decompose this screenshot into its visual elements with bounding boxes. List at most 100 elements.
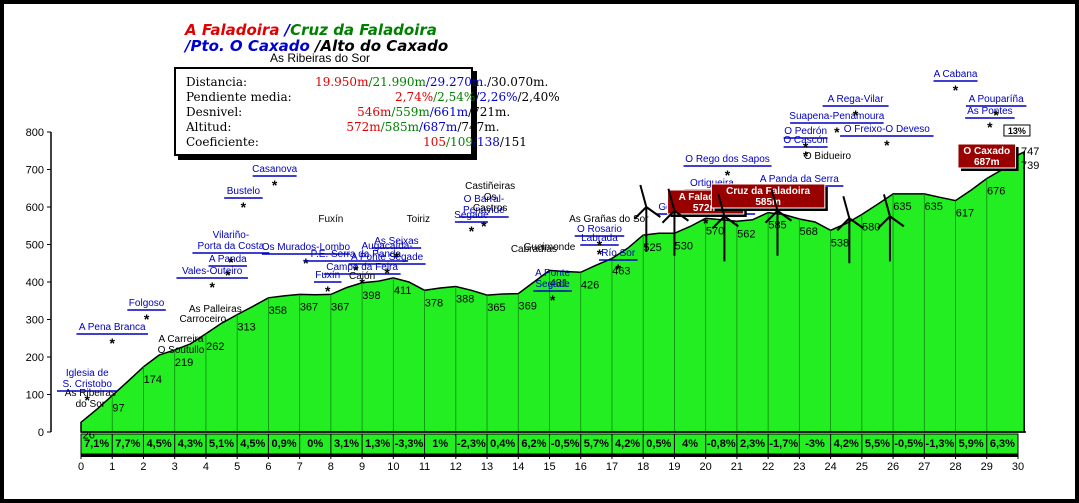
gradient-label: -0,5%	[894, 438, 923, 450]
place-label: Vales-Outeiro	[182, 266, 243, 277]
x-tick-label: 2	[140, 461, 146, 473]
gradient-label: 5,7%	[584, 438, 609, 450]
place-label: O Pedrón	[784, 126, 827, 137]
y-tick-label: 500	[26, 240, 44, 252]
x-tick-label: 13	[481, 461, 493, 473]
place-label: Casanova	[252, 164, 297, 175]
place-label: O Barral-	[464, 194, 505, 205]
y-tick-label: 600	[26, 202, 44, 214]
stat-value: 572m	[346, 120, 381, 134]
stat-row: Coeficiente: 105/109/138/151	[186, 135, 527, 150]
stat-value: /687m	[418, 120, 458, 134]
gradient-label: 0,4%	[490, 438, 515, 450]
place-label: As Ribeiras	[65, 388, 116, 399]
place-marker: *	[953, 82, 959, 98]
x-tick-label: 20	[700, 461, 712, 473]
title-line-1-part-2: Cruz da Faladoira	[290, 21, 437, 39]
title-line-1: A Faladoira /Cruz da Faladoira	[185, 22, 448, 38]
gradient-label: 6,3%	[990, 438, 1015, 450]
stat-value: /559m	[391, 105, 430, 119]
summit-label: A Faladoira	[679, 192, 734, 203]
elevation-label: 398	[362, 290, 380, 302]
max-grade-label: 13%	[1008, 126, 1026, 136]
x-tick-label: 12	[450, 461, 462, 473]
place-label: O Cascón	[783, 135, 827, 146]
place-label: Río Sor	[601, 248, 636, 259]
place-marker: *	[993, 107, 999, 123]
place-marker: *	[225, 267, 231, 283]
place-marker: *	[353, 262, 359, 278]
gradient-label: 4,5%	[240, 438, 265, 450]
place-marker: *	[110, 335, 116, 351]
title-line-2-part-0: /Pto. O Caxado	[185, 37, 310, 55]
wind-turbine-icon	[661, 188, 690, 224]
place-label: A Cabana	[934, 69, 978, 80]
stat-value: /138	[472, 135, 500, 149]
summit-label: 687m	[974, 157, 1000, 168]
place-marker: *	[272, 177, 278, 193]
elevation-label: 388	[456, 294, 474, 306]
x-tick-label: 29	[981, 461, 993, 473]
x-tick-label: 24	[824, 461, 836, 473]
elevation-label: 358	[269, 305, 287, 317]
stat-value: /151	[499, 135, 527, 149]
place-label: A Panda da Serra	[760, 174, 839, 185]
x-tick-label: 18	[637, 461, 649, 473]
place-label: Segade	[454, 210, 489, 221]
place-label: Porta da Costa	[198, 241, 265, 252]
wind-turbine-icon	[711, 194, 739, 230]
place-marker: *	[325, 283, 331, 299]
place-label: A Ponte	[535, 268, 570, 279]
elevation-label: 635	[893, 201, 911, 213]
place-marker: *	[209, 279, 215, 295]
stat-values: 105/109/138/151	[327, 135, 527, 149]
x-tick-label: 15	[543, 461, 555, 473]
gradient-label: -0,8%	[707, 438, 736, 450]
y-tick-label: 300	[26, 315, 44, 327]
wind-turbine-icon	[764, 188, 793, 224]
place-marker: *	[359, 275, 365, 291]
gradient-label: 3,1%	[334, 438, 359, 450]
x-tick-label: 28	[949, 461, 961, 473]
stat-value: /2,54%	[433, 90, 476, 104]
stat-row: Altitud: 572m/585m/687m/747m.	[186, 120, 499, 135]
elevation-label: 174	[144, 374, 162, 386]
chart-title: A Faladoira /Cruz da Faladoira /Pto. O C…	[185, 22, 448, 54]
stat-value: 105	[423, 135, 447, 149]
x-tick-label: 22	[762, 461, 774, 473]
place-marker: *	[597, 246, 603, 262]
elevation-label: 580	[862, 222, 880, 234]
place-marker: *	[394, 249, 400, 265]
elevation-label: 635	[924, 201, 942, 213]
wind-turbine-icon	[633, 184, 661, 220]
gradient-label: 5,9%	[959, 438, 984, 450]
place-label: Folgoso	[129, 298, 165, 309]
place-marker: *	[481, 218, 487, 234]
place-label: A Rega-Vilar	[828, 94, 885, 105]
x-tick-label: 25	[856, 461, 868, 473]
y-tick-label: 800	[26, 127, 44, 139]
place-label: As Grañas do Sor	[569, 214, 649, 225]
elevation-label: 568	[800, 226, 818, 238]
gradient-label: 4%	[682, 438, 698, 450]
gradient-label: 5,1%	[209, 438, 234, 450]
summit-label: Cruz da Faladoira	[726, 186, 810, 197]
max-grade-badge	[1003, 124, 1031, 137]
x-tick-label: 23	[793, 461, 805, 473]
stat-row: Desnivel: 546m/559m/661m/721m.	[186, 105, 510, 120]
elevation-label: 562	[737, 228, 755, 240]
stat-value: /29.270m.	[425, 75, 488, 89]
place-label: Castiñeiras	[465, 181, 515, 192]
gradient-label: -3,3%	[395, 438, 424, 450]
place-label: As Palleiras	[189, 304, 242, 315]
x-tick-label: 6	[265, 461, 271, 473]
place-label: Bustelo	[227, 186, 261, 197]
gradient-label: -0,5%	[551, 438, 580, 450]
place-marker: *	[834, 124, 840, 140]
summit-label: 572m	[693, 203, 719, 214]
gradient-label: 4,2%	[834, 438, 859, 450]
place-label: Castros	[473, 203, 507, 214]
place-marker: *	[803, 148, 809, 164]
elevation-label: 26	[83, 429, 95, 441]
